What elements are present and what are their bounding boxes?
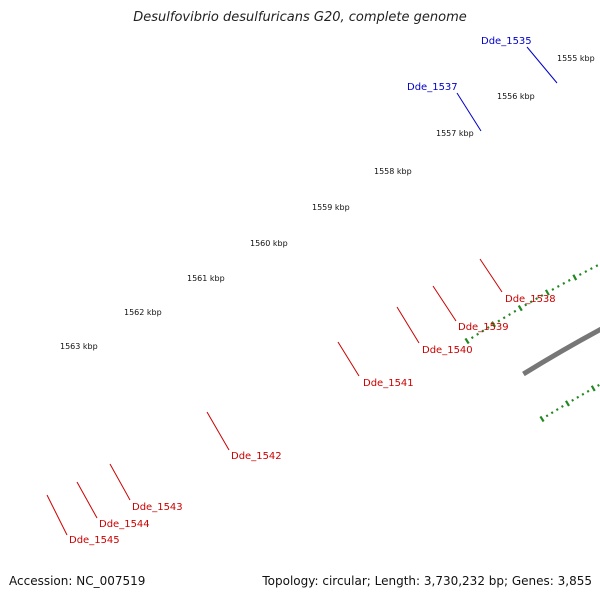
- ruler-label-1556: 1556 kbp: [497, 92, 535, 101]
- leader-dde-1544: [76, 481, 98, 519]
- gene-label-dde-1539[interactable]: Dde_1539: [458, 322, 509, 333]
- leader-dde-1538: [479, 258, 503, 293]
- inner-tick: [564, 400, 570, 407]
- outer-tick: [595, 264, 599, 268]
- outer-tick: [584, 270, 588, 273]
- outer-tick: [556, 284, 560, 288]
- ruler-label-1555: 1555 kbp: [557, 54, 595, 63]
- leader-dde-1545: [46, 494, 68, 536]
- ruler-label-1560: 1560 kbp: [250, 239, 288, 248]
- outer-tick: [535, 297, 538, 301]
- outer-tick: [589, 267, 593, 271]
- leader-dde-1540: [396, 306, 420, 344]
- outer-tick: [491, 321, 497, 328]
- ruler-labels: 1555 kbp 1556 kbp 1557 kbp 1558 kbp 1559…: [60, 54, 595, 351]
- accession-text: Accession: NC_007519: [9, 574, 146, 588]
- outer-tick: [513, 309, 517, 313]
- inner-tick: [576, 395, 580, 399]
- outer-tick: [481, 329, 485, 333]
- leader-dde-1537: [456, 92, 482, 132]
- outer-tick: [502, 316, 506, 320]
- gene-label-dde-1544[interactable]: Dde_1544: [99, 519, 150, 530]
- gene-label-dde-1541[interactable]: Dde_1541: [363, 378, 414, 389]
- gene-label-dde-1535[interactable]: Dde_1535: [481, 36, 532, 47]
- inner-tick: [550, 411, 554, 415]
- label-leader-lines: [46, 46, 558, 536]
- outer-tick: [540, 294, 544, 298]
- inner-tick: [581, 392, 585, 396]
- leader-dde-1542: [206, 411, 230, 451]
- inner-tick: [555, 408, 559, 412]
- ruler-label-1559: 1559 kbp: [312, 203, 350, 212]
- genome-backbone: [522, 326, 600, 377]
- leader-dde-1541: [337, 341, 360, 377]
- ruler-label-1558: 1558 kbp: [374, 167, 412, 176]
- outer-tick: [572, 274, 578, 281]
- ruler-label-1562: 1562 kbp: [124, 308, 162, 317]
- inner-tick: [597, 383, 600, 387]
- ruler-label-1557: 1557 kbp: [436, 129, 474, 138]
- outer-tick: [529, 300, 533, 304]
- gene-label-dde-1542[interactable]: Dde_1542: [231, 451, 282, 462]
- inner-tick: [571, 398, 575, 402]
- page-title: Desulfovibrio desulfuricans G20, complet…: [133, 10, 467, 25]
- genome-summary-text: Topology: circular; Length: 3,730,232 bp…: [262, 574, 592, 588]
- inner-tick: [539, 415, 545, 423]
- gene-label-dde-1537[interactable]: Dde_1537: [407, 82, 458, 93]
- outer-tick: [470, 336, 474, 340]
- outer-tick: [508, 313, 511, 316]
- outer-tick: [524, 303, 528, 307]
- outer-tick: [517, 304, 523, 312]
- outer-tick: [567, 278, 571, 282]
- outer-tick: [476, 332, 480, 336]
- ruler-label-1561: 1561 kbp: [187, 274, 225, 283]
- outer-tick-track: [464, 264, 599, 345]
- leader-dde-1543: [109, 463, 131, 501]
- inner-tick: [586, 389, 590, 393]
- inner-tick: [545, 414, 549, 418]
- gene-label-dde-1540[interactable]: Dde_1540: [422, 345, 473, 356]
- gene-label-dde-1538[interactable]: Dde_1538: [505, 294, 556, 305]
- outer-tick: [562, 281, 566, 285]
- outer-tick: [551, 287, 555, 291]
- leader-dde-1539: [432, 285, 457, 322]
- outer-tick: [578, 273, 582, 276]
- outer-tick: [497, 319, 501, 323]
- gene-label-dde-1545[interactable]: Dde_1545: [69, 535, 120, 546]
- outer-tick: [486, 326, 490, 330]
- gene-label-dde-1543[interactable]: Dde_1543: [132, 502, 183, 513]
- gene-labels: Dde_1535 Dde_1537 Dde_1538 Dde_1539 Dde_…: [69, 36, 556, 546]
- inner-tick-track: [539, 383, 600, 423]
- leader-dde-1535: [526, 46, 558, 84]
- ruler-label-1563: 1563 kbp: [60, 342, 98, 351]
- outer-tick: [464, 337, 470, 345]
- inner-tick: [590, 385, 596, 392]
- outer-tick: [544, 289, 550, 296]
- inner-tick: [560, 405, 564, 408]
